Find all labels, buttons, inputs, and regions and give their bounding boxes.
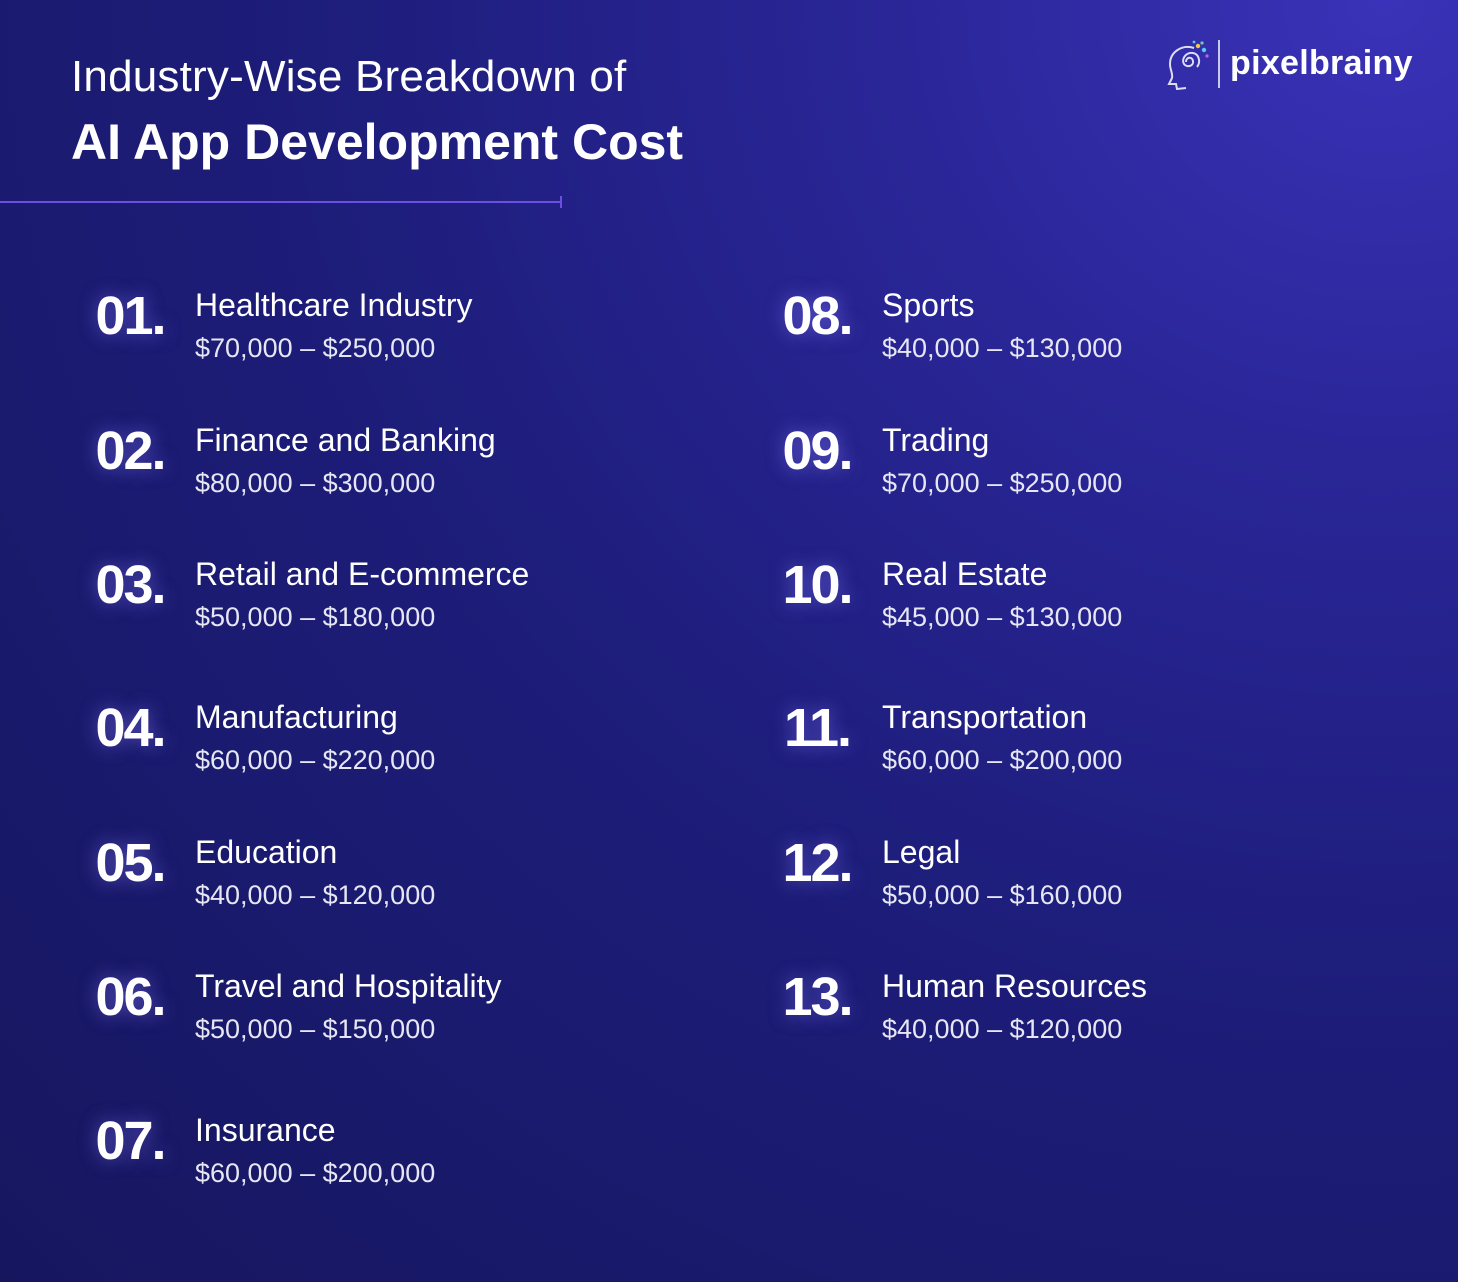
industry-number: 10.	[782, 555, 853, 615]
page-title-line1: Industry-Wise Breakdown of	[71, 52, 627, 101]
industry-cost-range: $50,000 – $160,000	[882, 880, 1123, 910]
industry-name: Retail and E-commerce	[195, 556, 530, 592]
industry-item: 07. Insurance $60,000 – $200,000	[85, 1110, 645, 1200]
industry-name: Transportation	[882, 699, 1088, 735]
industry-number: 05.	[95, 833, 166, 893]
industry-item: 03. Retail and E-commerce $50,000 – $180,0…	[85, 554, 645, 644]
industry-name: Human Resources	[882, 968, 1147, 1004]
industry-name: Healthcare Industry	[195, 287, 473, 323]
industry-item: 04. Manufacturing $60,000 – $220,000	[85, 697, 645, 787]
industry-number: 13.	[782, 967, 853, 1027]
industry-cost-range: $70,000 – $250,000	[882, 468, 1123, 498]
page-title-line2: AI App Development Cost	[71, 114, 684, 170]
industry-name: Legal	[882, 834, 961, 870]
industry-number: 12.	[782, 833, 853, 893]
industry-item: 05. Education $40,000 – $120,000	[85, 832, 645, 922]
industry-item: 12. Legal $50,000 – $160,000	[772, 832, 1332, 922]
industry-item: 02. Finance and Banking $80,000 – $300,000	[85, 420, 645, 510]
logo-divider	[1218, 40, 1220, 88]
brand-name: pixelbrainy	[1230, 44, 1413, 82]
industry-cost-range: $40,000 – $120,000	[195, 880, 436, 910]
industry-name: Finance and Banking	[195, 422, 496, 458]
industry-number: 07.	[95, 1111, 166, 1171]
industry-name: Manufacturing	[195, 699, 398, 735]
industry-number: 09.	[782, 421, 853, 481]
industry-cost-range: $70,000 – $250,000	[195, 333, 436, 363]
brain-head-icon	[1167, 40, 1209, 90]
industry-name: Insurance	[195, 1112, 336, 1148]
industry-item: 08. Sports $40,000 – $130,000	[772, 285, 1332, 375]
industry-number: 04.	[95, 698, 166, 758]
title-underline	[0, 201, 561, 203]
industry-item: 11. Transportation $60,000 – $200,000	[772, 697, 1332, 787]
industry-number: 08.	[782, 286, 853, 346]
industry-cost-range: $80,000 – $300,000	[195, 468, 436, 498]
title-underline-end	[560, 196, 562, 208]
industry-item: 06. Travel and Hospitality $50,000 – $150,…	[85, 966, 645, 1056]
industry-item: 01. Healthcare Industry $70,000 – $250,000	[85, 285, 645, 375]
industry-cost-range: $60,000 – $200,000	[195, 1158, 436, 1188]
industry-cost-range: $40,000 – $130,000	[882, 333, 1123, 363]
industry-cost-range: $50,000 – $150,000	[195, 1014, 436, 1044]
industry-item: 13. Human Resources $40,000 – $120,000	[772, 966, 1332, 1056]
industry-cost-range: $60,000 – $220,000	[195, 745, 436, 775]
industry-name: Education	[195, 834, 338, 870]
industry-cost-range: $45,000 – $130,000	[882, 602, 1123, 632]
industry-number: 06.	[95, 967, 166, 1027]
industry-cost-range: $50,000 – $180,000	[195, 602, 436, 632]
industry-name: Sports	[882, 287, 975, 323]
industry-cost-range: $60,000 – $200,000	[882, 745, 1123, 775]
industry-number: 03.	[95, 555, 166, 615]
industry-item: 10. Real Estate $45,000 – $130,000	[772, 554, 1332, 644]
industry-number: 01.	[95, 286, 166, 346]
industry-name: Travel and Hospitality	[195, 968, 502, 1004]
brand-logo: pixelbrainy	[1164, 38, 1414, 92]
industry-item: 09. Trading $70,000 – $250,000	[772, 420, 1332, 510]
industry-name: Real Estate	[882, 556, 1048, 592]
industry-number: 02.	[95, 421, 166, 481]
industry-number: 11.	[783, 698, 852, 758]
industry-cost-range: $40,000 – $120,000	[882, 1014, 1123, 1044]
industry-name: Trading	[882, 422, 990, 458]
